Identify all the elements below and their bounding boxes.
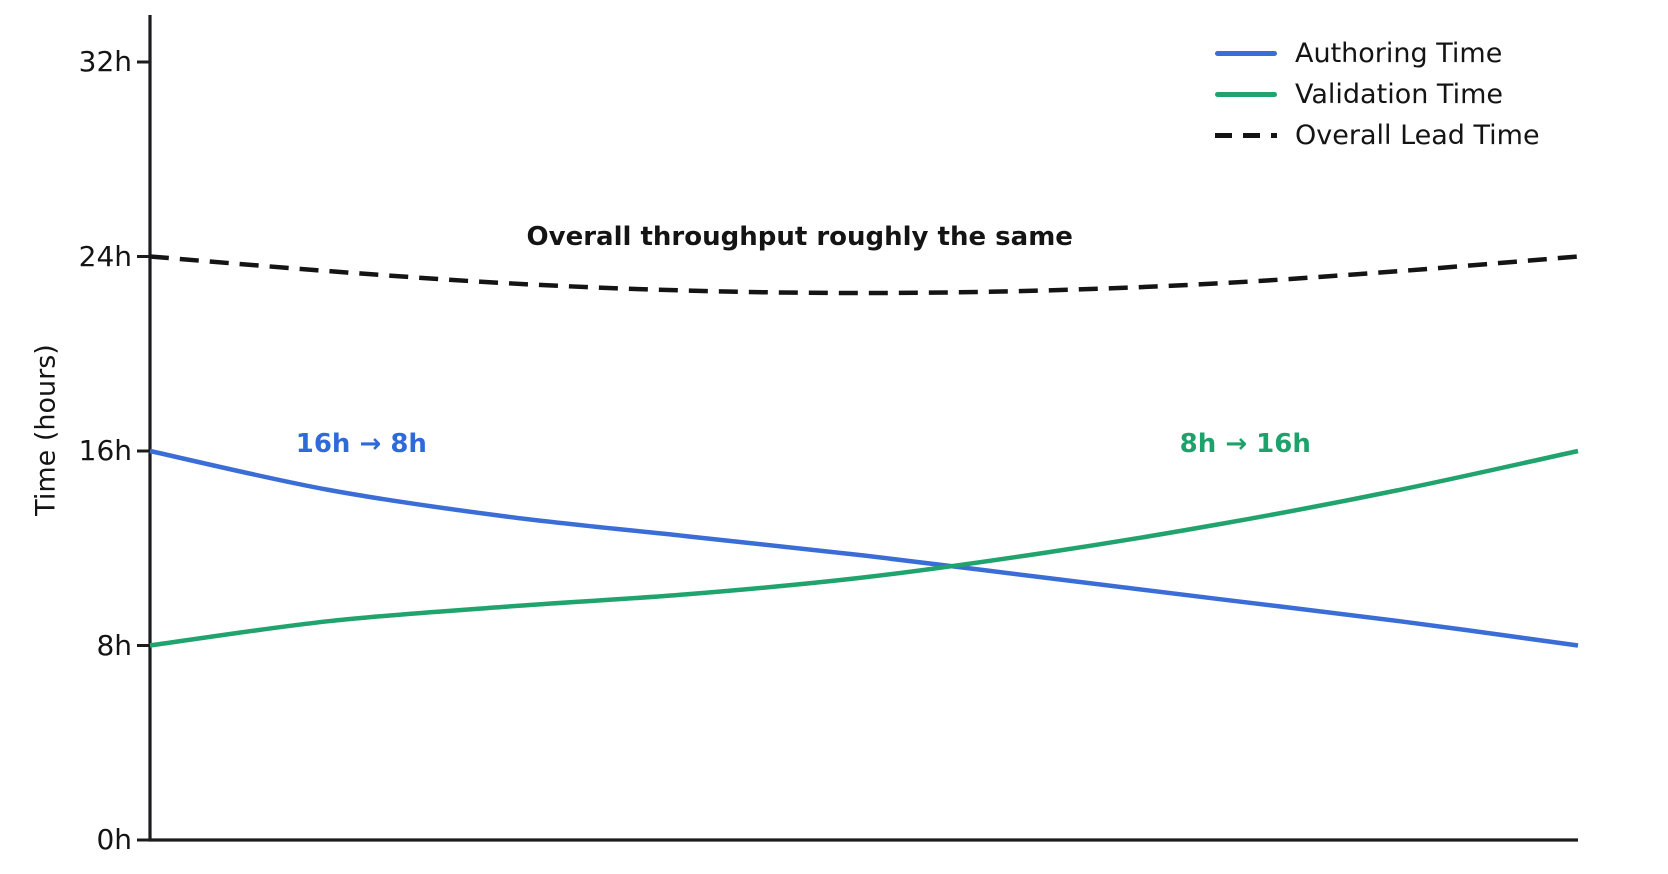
legend-item-overall-lead-time: Overall Lead Time (1215, 115, 1540, 156)
annotation-validation-change: 8h → 16h (1179, 428, 1311, 459)
y-tick-label: 32h (78, 45, 132, 78)
legend-label: Authoring Time (1295, 38, 1503, 69)
y-tick-label: 24h (78, 239, 132, 273)
legend-line-sample-overall (1215, 133, 1277, 138)
y-tick-label: 16h (78, 434, 132, 467)
legend: Authoring Time Validation Time Overall L… (1215, 33, 1540, 156)
legend-line-sample-authoring (1215, 51, 1277, 56)
y-tick-label: 8h (96, 628, 132, 662)
legend-item-validation-time: Validation Time (1215, 74, 1540, 115)
legend-line-sample-validation (1215, 92, 1277, 97)
annotation-authoring-change: 16h → 8h (295, 428, 427, 459)
legend-label: Overall Lead Time (1295, 120, 1540, 151)
annotation-overall-throughput: Overall throughput roughly the same (526, 222, 1073, 253)
legend-label: Validation Time (1295, 79, 1503, 110)
legend-item-authoring-time: Authoring Time (1215, 33, 1540, 74)
y-tick-label: 0h (96, 823, 132, 856)
y-axis-title: Time (hours) (30, 344, 62, 516)
